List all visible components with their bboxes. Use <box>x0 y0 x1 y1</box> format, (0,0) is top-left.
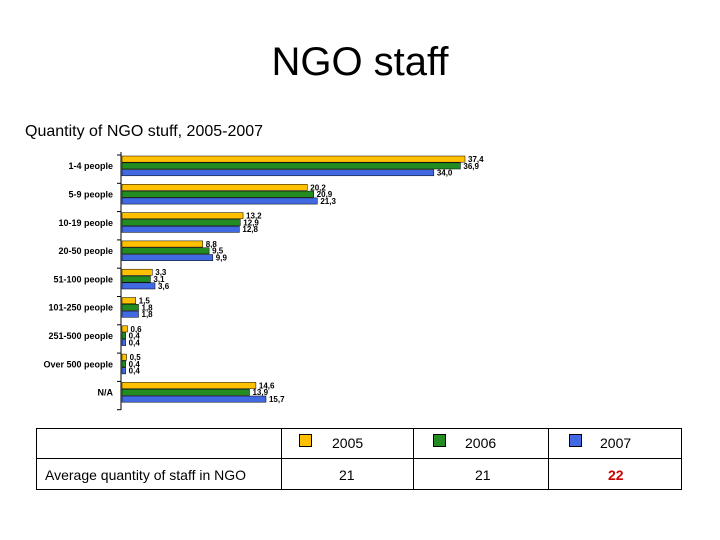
bar-2007 <box>121 339 126 346</box>
category-label: 51-100 people <box>53 274 113 284</box>
data-label-2005: 3,3 <box>155 268 167 277</box>
category-label: 101-250 people <box>48 303 113 313</box>
data-label-2006: 13,9 <box>252 388 268 397</box>
data-label-2007: 12,8 <box>242 225 258 234</box>
slide-title: NGO staff <box>271 40 449 84</box>
data-label-2006: 1,8 <box>142 303 154 312</box>
data-label-2007: 9,9 <box>216 254 228 263</box>
data-label-2005: 8,8 <box>206 240 218 249</box>
data-label-2007: 15,7 <box>269 395 285 404</box>
data-label-2007: 0,4 <box>129 367 141 376</box>
bar-2007 <box>121 254 214 261</box>
summary-table: 2005 2006 2007 Average quantity of staff… <box>36 428 682 490</box>
category-label: 20-50 people <box>58 246 113 256</box>
data-label-2007: 0,4 <box>129 338 141 347</box>
data-label-2007: 1,8 <box>142 310 154 319</box>
category-label: 10-19 people <box>58 218 113 228</box>
value-2005: 21 <box>339 467 355 483</box>
data-label-2006: 20,9 <box>317 190 333 199</box>
bar-2006 <box>121 388 250 396</box>
bar-2005 <box>121 240 203 248</box>
legend-swatch-2007 <box>569 434 582 447</box>
bar-2007 <box>121 197 318 205</box>
data-label-2007: 3,6 <box>158 282 170 291</box>
data-label-2005: 13,2 <box>246 212 262 221</box>
bar-2005 <box>121 382 257 389</box>
bar-2006 <box>121 332 126 340</box>
year-header-2006: 2006 <box>465 435 497 451</box>
year-header-2005: 2005 <box>332 435 364 451</box>
data-label-2006: 0,4 <box>129 332 141 341</box>
value-2007: 22 <box>608 467 624 483</box>
bar-2007 <box>121 310 139 318</box>
bar-2005 <box>121 155 466 163</box>
data-label-2006: 0,4 <box>129 360 141 369</box>
bar-2007 <box>121 395 267 403</box>
data-label-2006: 9,5 <box>212 247 224 256</box>
table-column-divider <box>413 429 414 489</box>
bar-2005 <box>121 268 153 276</box>
data-label-2005: 37,4 <box>468 155 484 164</box>
data-label-2006: 36,9 <box>463 162 479 171</box>
bar-2005 <box>121 212 244 220</box>
bar-2007 <box>121 282 156 290</box>
data-label-2005: 14,6 <box>259 381 275 390</box>
bar-2005 <box>121 353 127 361</box>
category-label: 5-9 people <box>68 190 113 200</box>
bar-2006 <box>121 162 461 170</box>
data-label-2007: 34,0 <box>437 169 453 178</box>
data-label-2006: 12,9 <box>243 218 259 227</box>
category-label: N/A <box>98 388 114 398</box>
data-label-2007: 21,3 <box>320 197 336 206</box>
bar-2006 <box>121 190 314 198</box>
data-label-2005: 0,6 <box>131 325 143 334</box>
bar-2005 <box>121 297 137 304</box>
bar-2006 <box>121 219 241 226</box>
legend-swatch-2005 <box>299 434 312 447</box>
bar-2006 <box>121 247 210 255</box>
bar-chart: 1-4 people 37,436,9 34,0 5-9 people 20,220,9… <box>43 152 484 411</box>
bar-2006 <box>121 275 151 283</box>
category-label: 251-500 people <box>48 331 113 341</box>
bar-2006 <box>121 304 139 311</box>
table-row-divider <box>37 458 681 459</box>
table-column-divider <box>548 429 549 489</box>
value-2006: 21 <box>475 467 491 483</box>
bar-2006 <box>121 360 126 368</box>
data-label-2005: 20,2 <box>310 183 326 192</box>
legend-swatch-2006 <box>433 434 446 447</box>
table-row-label: Average quantity of staff in NGO <box>45 467 247 483</box>
data-label-2006: 3,1 <box>153 275 165 284</box>
bar-2005 <box>121 325 128 333</box>
bar-2007 <box>121 169 435 177</box>
table-column-divider <box>281 429 282 489</box>
category-label: 1-4 people <box>68 161 113 171</box>
data-label-2005: 0,5 <box>130 353 142 362</box>
year-header-2007: 2007 <box>600 435 632 451</box>
bar-2007 <box>121 367 126 375</box>
category-label: Over 500 people <box>43 359 113 369</box>
data-label-2005: 1,5 <box>139 297 151 306</box>
bar-2007 <box>121 225 240 233</box>
bar-2005 <box>121 184 308 191</box>
chart-subtitle: Quantity of NGO stuff, 2005-2007 <box>25 123 264 140</box>
